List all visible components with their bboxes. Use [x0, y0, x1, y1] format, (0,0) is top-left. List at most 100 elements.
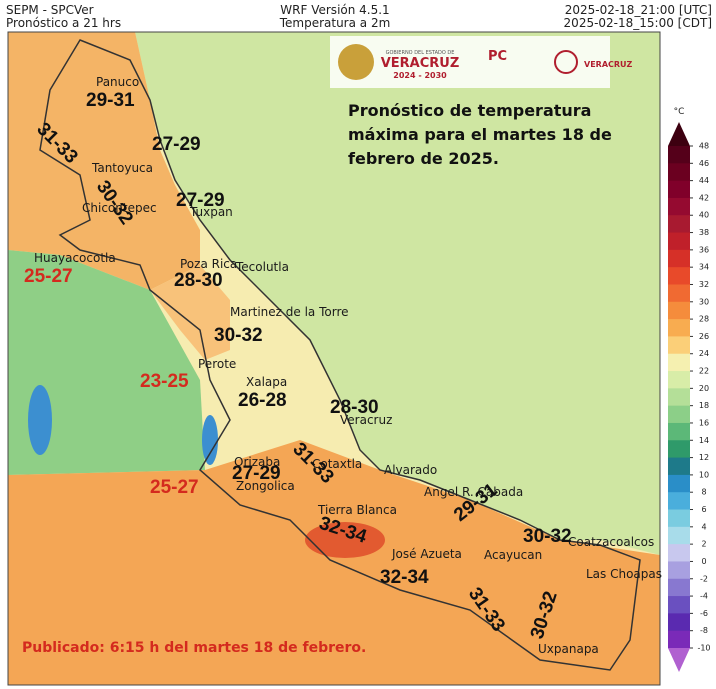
colorbar-tick-label: 20: [699, 384, 709, 393]
colorbar-tick-label: -10: [697, 644, 710, 653]
colorbar-band: [668, 613, 690, 632]
place-label: Zongolica: [236, 479, 295, 493]
warm-zone: [150, 265, 230, 360]
colorbar-band: [668, 215, 690, 234]
colorbar-band: [668, 180, 690, 199]
colorbar-band: [668, 232, 690, 251]
colorbar-tick-label: -6: [700, 609, 708, 618]
place-label: Chicontepec: [82, 201, 157, 215]
colorbar-tick-label: 32: [699, 280, 709, 289]
place-label: Huayacocotla: [34, 251, 116, 265]
pc-emblem: [554, 50, 578, 74]
colorbar-band: [668, 630, 690, 649]
colorbar-tick-label: 34: [699, 263, 709, 272]
description-line: febrero de 2025.: [348, 149, 499, 168]
header-text: WRF Versión 4.5.1: [280, 3, 389, 17]
place-label: Angel R. Cabada: [424, 485, 523, 499]
place-label: Tantoyuca: [91, 161, 153, 175]
colorbar-tick-label: 26: [699, 332, 709, 341]
gulf: [135, 32, 660, 555]
logo-text: VERACRUZ: [381, 56, 460, 71]
logo-text: PC: [488, 49, 507, 64]
place-label: Tecolutla: [235, 260, 289, 274]
temperature-range: 30-32: [523, 526, 572, 547]
temperature-range: 23-25: [140, 371, 189, 392]
colorbar-tick-label: 46: [699, 159, 709, 168]
coat-of-arms: [338, 44, 374, 80]
map-frame: [7, 31, 661, 686]
colorbar-tick-label: -2: [700, 574, 708, 583]
colorbar-tick-label: 28: [699, 315, 709, 324]
hot-spot: [305, 522, 385, 558]
colorbar-band: [668, 474, 690, 493]
places: Panuco Tantoyuca Chicontepec Tuxpan Huayacoc…: [34, 75, 662, 656]
colorbar-band: [668, 163, 690, 182]
place-label: Veracruz: [340, 413, 392, 427]
state-border: [39, 39, 641, 671]
temperature-range: 25-27: [24, 266, 73, 287]
place-label: Tuxpan: [189, 205, 233, 219]
colorbar-tick-label: 10: [699, 470, 709, 479]
colorbar-band: [668, 284, 690, 303]
colorbar-band: [668, 561, 690, 580]
colorbar-band: [668, 578, 690, 597]
temperature-range: 29-31: [86, 90, 135, 111]
place-label: Alvarado: [384, 463, 437, 477]
colorbar-band: [668, 544, 690, 562]
colorbar-tick-label: -4: [700, 592, 708, 601]
place-label: Orizaba: [234, 455, 280, 469]
place-label: Cotaxtla: [312, 457, 362, 471]
place-label: Uxpanapa: [538, 642, 599, 656]
cool-zone: [8, 250, 205, 475]
colorbar-tick-label: 24: [699, 349, 709, 358]
colorbar-tick-label: 0: [701, 557, 706, 566]
colorbar-band: [668, 146, 690, 164]
temperature-range: 32-34: [380, 567, 429, 588]
colorbar-tick-label: 8: [701, 488, 706, 497]
colorbar-tick-label: 14: [699, 436, 709, 445]
colorbar-band: [668, 405, 690, 424]
header-text: 2025-02-18_21:00 [UTC]: [565, 3, 712, 17]
colorbar-tick-label: 42: [699, 193, 709, 202]
header-text: SEPM - SPCVer: [6, 3, 94, 17]
place-label: Poza Rica: [180, 257, 237, 271]
place-label: Perote: [198, 357, 236, 371]
place-label: Coatzacoalcos: [568, 535, 654, 549]
cold-spot: [202, 415, 218, 465]
colorbar-tick-label: 48: [699, 142, 709, 151]
cold-spot: [28, 385, 52, 455]
colorbar-tick-label: 30: [699, 297, 709, 306]
colorbar-band: [668, 440, 690, 459]
colorbar-tick-label: 6: [701, 505, 706, 514]
colorbar-band: [668, 336, 690, 355]
temperature-range: 25-27: [150, 477, 199, 498]
temperature-range: 26-28: [238, 390, 287, 411]
colorbar-unit: °C: [674, 107, 685, 117]
description: Pronóstico de temperatura máxima para el…: [348, 101, 612, 168]
published-note: Publicado: 6:15 h del martes 18 de febre…: [22, 640, 366, 656]
header: SEPM - SPCVer Pronóstico a 21 hrs WRF Ve…: [6, 3, 712, 30]
colorbar-tick-label: 36: [699, 245, 709, 254]
description-line: máxima para el martes 18 de: [348, 125, 612, 144]
map: [8, 32, 660, 685]
colorbar-band: [668, 301, 690, 320]
colorbar-tick-label: 38: [699, 228, 709, 237]
place-label: José Azueta: [391, 547, 462, 561]
colorbar-tick-label: 4: [701, 522, 706, 531]
colorbar-band: [668, 457, 690, 476]
header-text: Pronóstico a 21 hrs: [6, 16, 121, 30]
header-text: 2025-02-18_15:00 [CDT]: [564, 16, 712, 30]
colorbar-tick-label: 22: [699, 367, 709, 376]
temperature-range: 27-29: [176, 190, 225, 211]
place-label: Martinez de la Torre: [230, 305, 349, 319]
colorbar-tick-label: -8: [700, 626, 708, 635]
place-label: Acayucan: [484, 548, 542, 562]
temperature-range: 28-30: [174, 270, 223, 291]
colorbar-band: [668, 526, 690, 545]
temperature-range: 27-29: [232, 463, 281, 484]
colorbar-tick-label: 16: [699, 418, 709, 427]
logo-text: 2024 - 2030: [393, 71, 447, 80]
colorbar: °C48464442403836343230282624222018161412…: [668, 107, 711, 672]
colorbar-tick-label: 2: [701, 540, 706, 549]
